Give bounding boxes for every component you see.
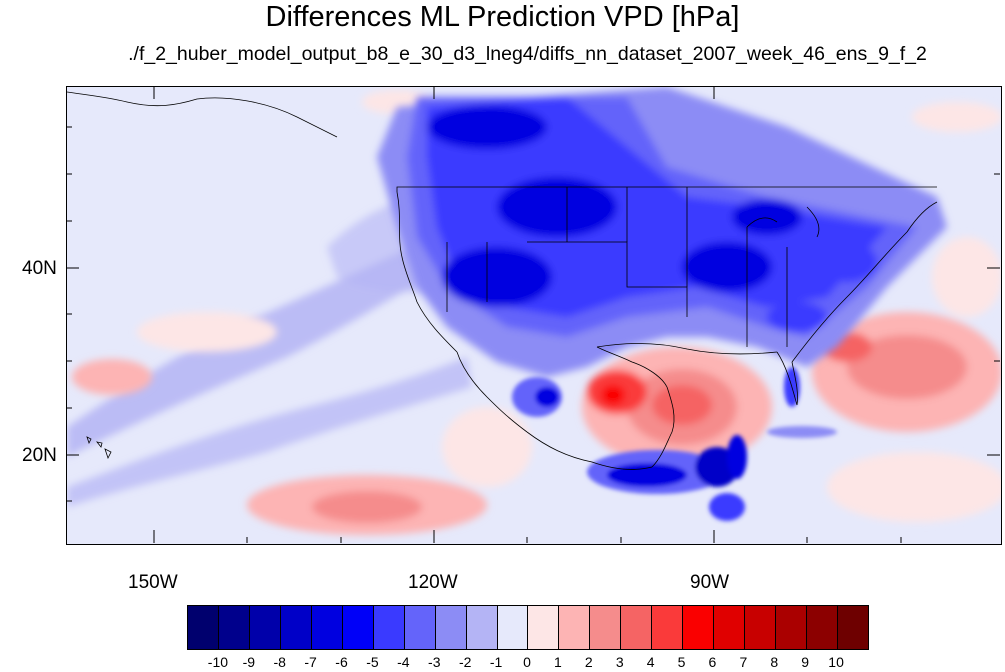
colorbar-tick-label: -2 <box>458 654 472 670</box>
colorbar-tick-label: 0 <box>523 654 531 670</box>
colorbar-swatch <box>528 606 560 649</box>
colorbar-swatch <box>404 606 436 649</box>
colorbar-swatch <box>466 606 498 649</box>
colorbar <box>187 605 869 650</box>
lon-label-150w: 150W <box>128 572 178 593</box>
lat-label-20n: 20N <box>22 445 57 466</box>
colorbar-swatch <box>435 606 467 649</box>
colorbar-tick-label: 6 <box>708 654 717 670</box>
colorbar-swatch <box>373 606 405 649</box>
colorbar-tick-label: 2 <box>584 654 593 670</box>
vpd-difference-field <box>67 87 1001 544</box>
colorbar-tick-label: 9 <box>801 654 810 670</box>
colorbar-tick-label: -3 <box>428 654 441 670</box>
colorbar-swatch <box>311 606 343 649</box>
colorbar-tick-label: -6 <box>335 654 348 670</box>
colorbar-swatch <box>745 606 777 649</box>
map-title: Differences ML Prediction VPD [hPa] <box>265 1 740 33</box>
colorbar-swatch <box>838 606 868 649</box>
colorbar-swatch <box>714 606 746 649</box>
map-subtitle: ./f_2_huber_model_output_b8_e_30_d3_lneg… <box>128 43 927 65</box>
colorbar-swatch <box>559 606 591 649</box>
colorbar-tick-label: 1 <box>554 654 562 670</box>
alaska-coastline <box>67 91 338 138</box>
colorbar-swatch <box>776 606 808 649</box>
coastlines <box>396 186 938 470</box>
colorbar-swatch <box>342 606 374 649</box>
colorbar-tick-label: -7 <box>304 654 317 670</box>
colorbar-tick-label: 3 <box>615 654 624 670</box>
lon-label-90w: 90W <box>690 572 730 593</box>
colorbar-swatch <box>621 606 653 649</box>
colorbar-tick-label: 4 <box>646 654 655 670</box>
colorbar-tick-label: -5 <box>366 654 379 670</box>
continental-negative-region <box>377 87 947 377</box>
colorbar-swatch <box>590 606 622 649</box>
lon-label-120w: 120W <box>408 572 458 593</box>
colorbar-tick-label: -4 <box>397 654 410 670</box>
colorbar-tick-label: 8 <box>770 654 779 670</box>
map-panel <box>66 86 1002 545</box>
colorbar-swatch <box>652 606 684 649</box>
atlantic-positive-region <box>812 237 1001 522</box>
colorbar-swatch <box>280 606 312 649</box>
colorbar-tick-label: 10 <box>828 654 844 670</box>
gulf-positive-region <box>582 347 772 467</box>
colorbar-tick-label: -10 <box>207 654 229 670</box>
colorbar-swatch <box>497 606 529 649</box>
colorbar-swatch <box>218 606 250 649</box>
lat-label-40n: 40N <box>22 258 57 279</box>
colorbar-swatch <box>683 606 715 649</box>
colorbar-tick-label: -9 <box>242 654 256 670</box>
colorbar-tick-label: -1 <box>489 654 503 670</box>
colorbar-swatch <box>188 606 219 649</box>
colorbar-tick-label: -8 <box>273 654 286 670</box>
colorbar-tick-label: 7 <box>739 654 748 670</box>
colorbar-swatch <box>807 606 839 649</box>
mexico-negative-region <box>512 367 837 521</box>
colorbar-swatch <box>249 606 281 649</box>
colorbar-tick-label: 5 <box>677 654 686 670</box>
hawaii-coastline <box>86 436 112 460</box>
